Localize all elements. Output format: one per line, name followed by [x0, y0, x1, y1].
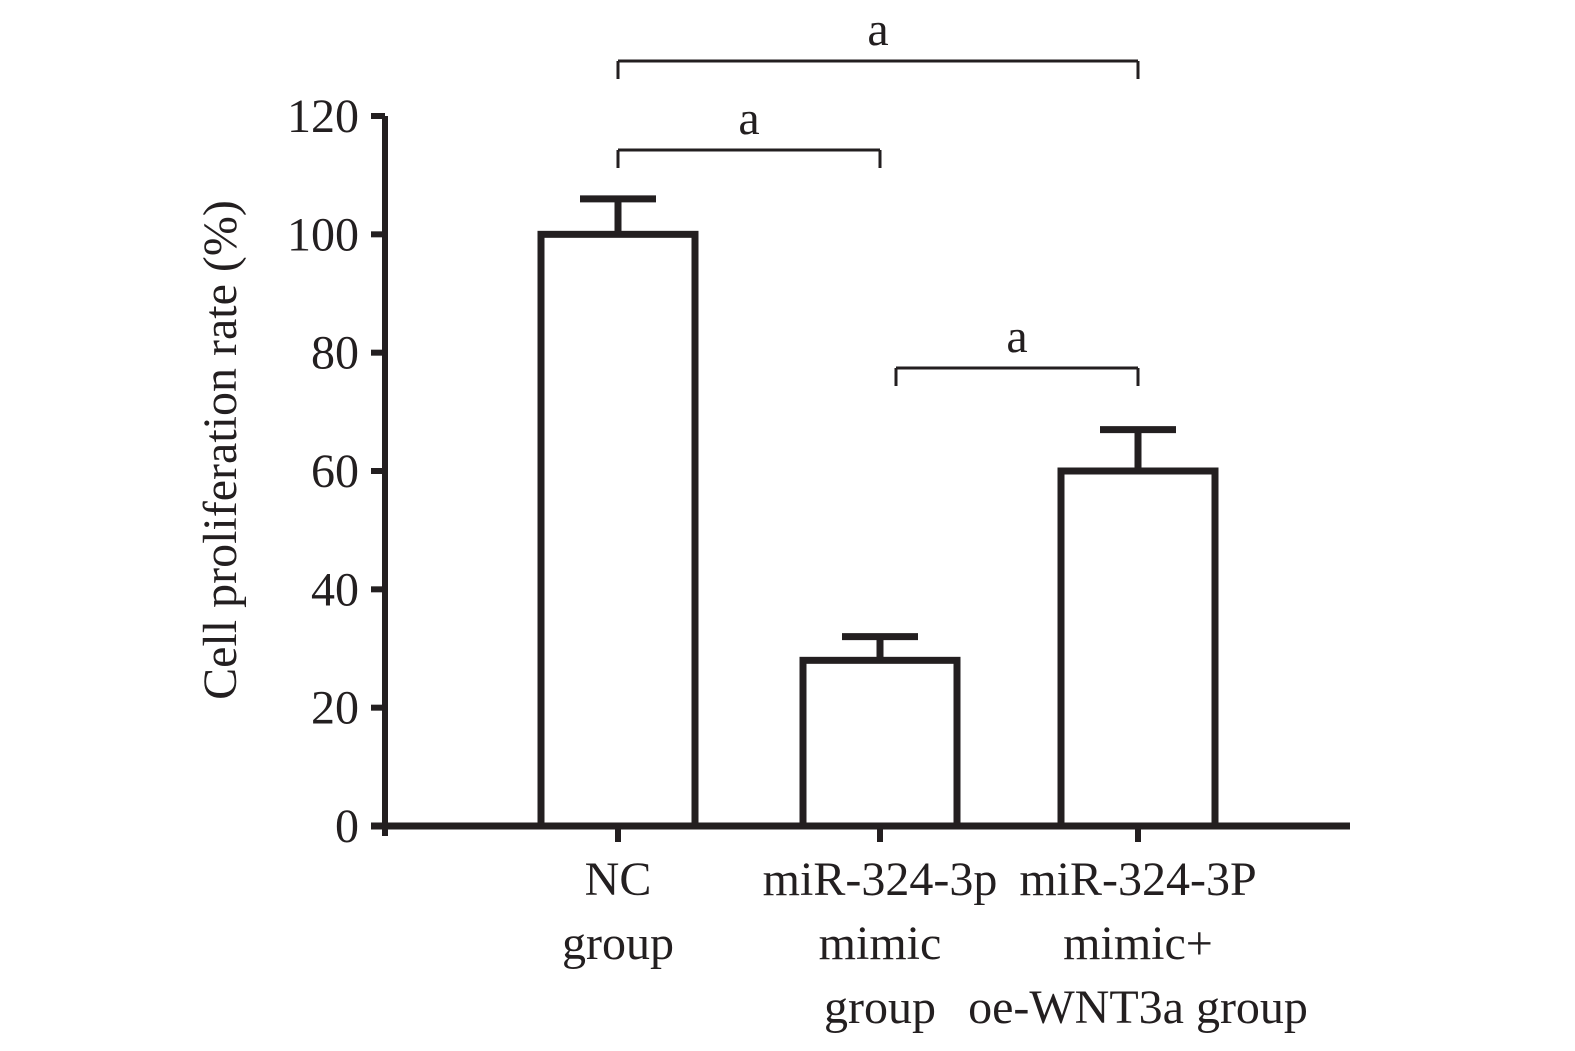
significance-label: a	[867, 3, 888, 56]
y-tick-label: 0	[335, 800, 359, 853]
x-axis: NC group miR-324-3p mimic group miR-324-3P mim…	[371, 822, 1350, 1034]
x-tick-label: group	[824, 981, 936, 1034]
x-tick-label: group	[562, 917, 674, 970]
y-tick-label: 60	[311, 445, 359, 498]
y-axis-label: Cell proliferation rate (%)	[194, 200, 247, 700]
x-tick-label: miR-324-3p	[763, 853, 998, 906]
significance-label: a	[738, 92, 759, 145]
y-tick-label: 40	[311, 563, 359, 616]
x-tick-label: mimic+	[1063, 917, 1213, 970]
y-tick-label: 120	[287, 90, 359, 143]
bar	[537, 230, 699, 830]
significance-brackets: a a a	[616, 3, 1140, 386]
x-tick-label: miR-324-3P	[1019, 853, 1256, 906]
bars	[537, 195, 1219, 830]
y-tick-label: 20	[311, 682, 359, 735]
x-tick-label: oe-WNT3a group	[968, 981, 1308, 1034]
x-tick-label: mimic	[819, 917, 942, 970]
y-axis: 0 20 40 60 80 100 120	[287, 90, 388, 853]
bar	[799, 656, 961, 830]
significance-label: a	[1006, 310, 1027, 363]
y-tick-label: 80	[311, 327, 359, 380]
y-tick-label: 100	[287, 208, 359, 261]
x-tick-label: NC	[585, 853, 652, 906]
bar	[1057, 467, 1219, 830]
